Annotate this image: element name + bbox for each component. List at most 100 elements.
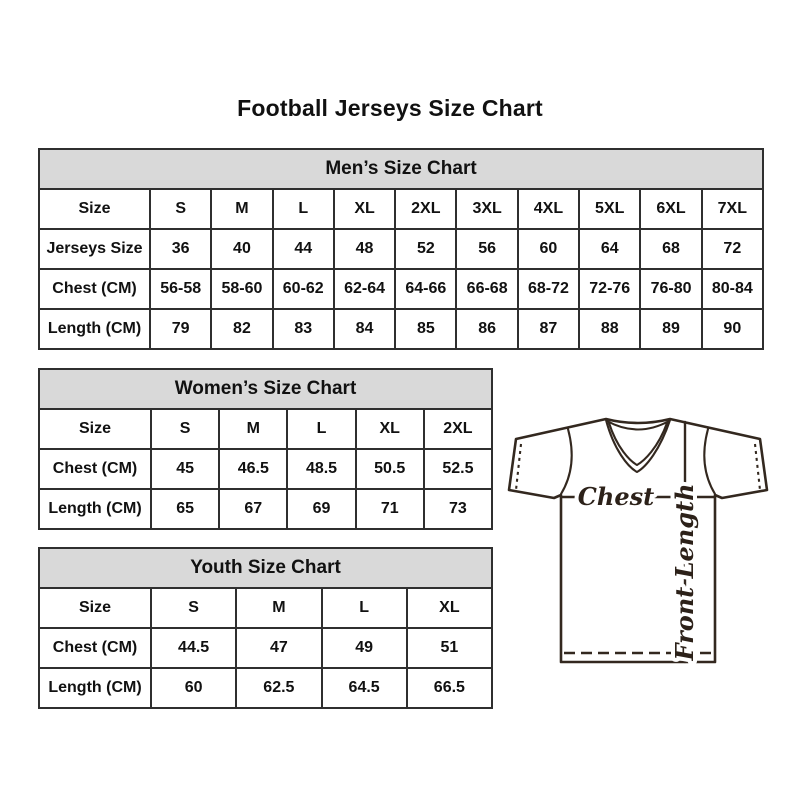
size-header-row: Size S M L XL 2XL — [40, 408, 491, 448]
row-label-cell: Length (CM) — [40, 669, 152, 707]
value-cell: 40 — [212, 230, 274, 268]
size-header-cell: Size — [40, 410, 152, 448]
chest-label: Chest — [578, 482, 654, 511]
value-cell: 56 — [457, 230, 519, 268]
size-column-header: L — [323, 589, 408, 627]
value-cell: 52.5 — [442, 460, 474, 477]
value-cell: 73 — [449, 500, 467, 517]
size-column-header: S — [152, 410, 221, 448]
collar-back-arc — [605, 419, 671, 431]
value-cell: 49 — [323, 629, 408, 667]
value-cell: 87 — [519, 310, 581, 348]
size-column-header: 3XL — [457, 190, 519, 228]
size-column-header: S — [152, 589, 238, 627]
size-column-header: M — [212, 190, 274, 228]
value-cell: 44 — [274, 230, 335, 268]
table-row: Jerseys Size 36 40 44 48 52 56 60 64 68 72 — [40, 228, 762, 268]
size-column-header: M — [220, 410, 289, 448]
size-column-header: S — [151, 190, 213, 228]
value-cell: 47 — [237, 629, 323, 667]
value-cell: 88 — [580, 310, 642, 348]
value-cell: 48.5 — [288, 450, 357, 488]
size-column-header: 6XL — [641, 190, 703, 228]
value-cell: 60-62 — [274, 270, 335, 308]
value-cell: 72 — [723, 240, 742, 257]
size-column-header: 2XL — [396, 190, 458, 228]
value-cell: 52 — [396, 230, 458, 268]
front-length-label: Front Length — [670, 483, 699, 661]
womens-table-title: Women’s Size Chart — [40, 370, 491, 408]
right-cuff-dashed-line — [753, 443, 762, 491]
table-row: Chest (CM) 56-58 58-60 60-62 62-64 64-66 66-68… — [40, 268, 762, 308]
size-header-cell: Size — [40, 190, 151, 228]
row-label-cell: Chest (CM) — [40, 450, 152, 488]
youth-size-table: Youth Size Chart Size S M L XL Chest (CM) 44.5… — [38, 547, 493, 709]
value-cell: 72-76 — [580, 270, 642, 308]
vneck-outer-line — [604, 418, 672, 474]
table-row: Length (CM) 60 62.5 64.5 66.5 — [40, 667, 491, 707]
size-column-header: 2XL — [443, 420, 473, 437]
table-row: Chest (CM) 45 46.5 48.5 50.5 52.5 — [40, 448, 491, 488]
page-title: Football Jerseys Size Chart — [237, 95, 543, 121]
table-row: Length (CM) 79 82 83 84 85 86 87 88 89 90 — [40, 308, 762, 348]
table-row: Length (CM) 65 67 69 71 73 — [40, 488, 491, 528]
table-row: Chest (CM) 44.5 47 49 51 — [40, 627, 491, 667]
size-column-header: XL — [335, 190, 397, 228]
value-cell: 84 — [335, 310, 397, 348]
size-header-cell: Size — [40, 589, 152, 627]
jersey-outline — [507, 417, 769, 664]
size-column-header: XL — [357, 410, 425, 448]
value-cell: 64-66 — [396, 270, 458, 308]
value-cell: 64 — [580, 230, 642, 268]
value-cell: 58-60 — [212, 270, 274, 308]
value-cell: 86 — [457, 310, 519, 348]
value-cell: 64.5 — [323, 669, 408, 707]
size-column-header: 5XL — [580, 190, 642, 228]
left-armhole-seam — [559, 427, 573, 496]
youth-table-title: Youth Size Chart — [40, 549, 491, 587]
value-cell: 68-72 — [519, 270, 581, 308]
row-label-cell: Length (CM) — [40, 310, 151, 348]
value-cell: 36 — [151, 230, 213, 268]
value-cell: 82 — [212, 310, 274, 348]
value-cell: 66.5 — [433, 679, 465, 696]
size-column-header: M — [237, 589, 323, 627]
value-cell: 51 — [440, 639, 459, 656]
value-cell: 67 — [220, 490, 289, 528]
value-cell: 45 — [152, 450, 221, 488]
jersey-diagram-svg: Chest Front Length — [507, 417, 769, 666]
value-cell: 68 — [641, 230, 703, 268]
size-column-header: 4XL — [519, 190, 581, 228]
jersey-measurement-diagram: Chest Front Length — [502, 406, 770, 674]
row-label-cell: Jerseys Size — [40, 230, 151, 268]
value-cell: 65 — [152, 490, 221, 528]
value-cell: 85 — [396, 310, 458, 348]
size-column-header: L — [274, 190, 335, 228]
value-cell: 83 — [274, 310, 335, 348]
value-cell: 50.5 — [357, 450, 425, 488]
value-cell: 79 — [151, 310, 213, 348]
size-column-header: XL — [439, 599, 460, 616]
row-label-cell: Chest (CM) — [40, 270, 151, 308]
size-header-row: Size S M L XL — [40, 587, 491, 627]
size-column-header: L — [288, 410, 357, 448]
value-cell: 48 — [335, 230, 397, 268]
left-cuff-dashed-line — [514, 443, 523, 491]
size-header-row: Size S M L XL 2XL 3XL 4XL 5XL 6XL 7XL — [40, 188, 762, 228]
value-cell: 90 — [723, 320, 742, 337]
value-cell: 56-58 — [151, 270, 213, 308]
vneck-inner-line — [607, 421, 669, 467]
value-cell: 46.5 — [220, 450, 289, 488]
value-cell: 44.5 — [152, 629, 238, 667]
value-cell: 60 — [519, 230, 581, 268]
value-cell: 62.5 — [237, 669, 323, 707]
value-cell: 66-68 — [457, 270, 519, 308]
womens-size-table: Women’s Size Chart Size S M L XL 2XL Chest (CM… — [38, 368, 493, 530]
value-cell: 60 — [152, 669, 238, 707]
value-cell: 89 — [641, 310, 703, 348]
row-label-cell: Chest (CM) — [40, 629, 152, 667]
value-cell: 69 — [288, 490, 357, 528]
size-column-header: 7XL — [717, 200, 747, 217]
value-cell: 76-80 — [641, 270, 703, 308]
